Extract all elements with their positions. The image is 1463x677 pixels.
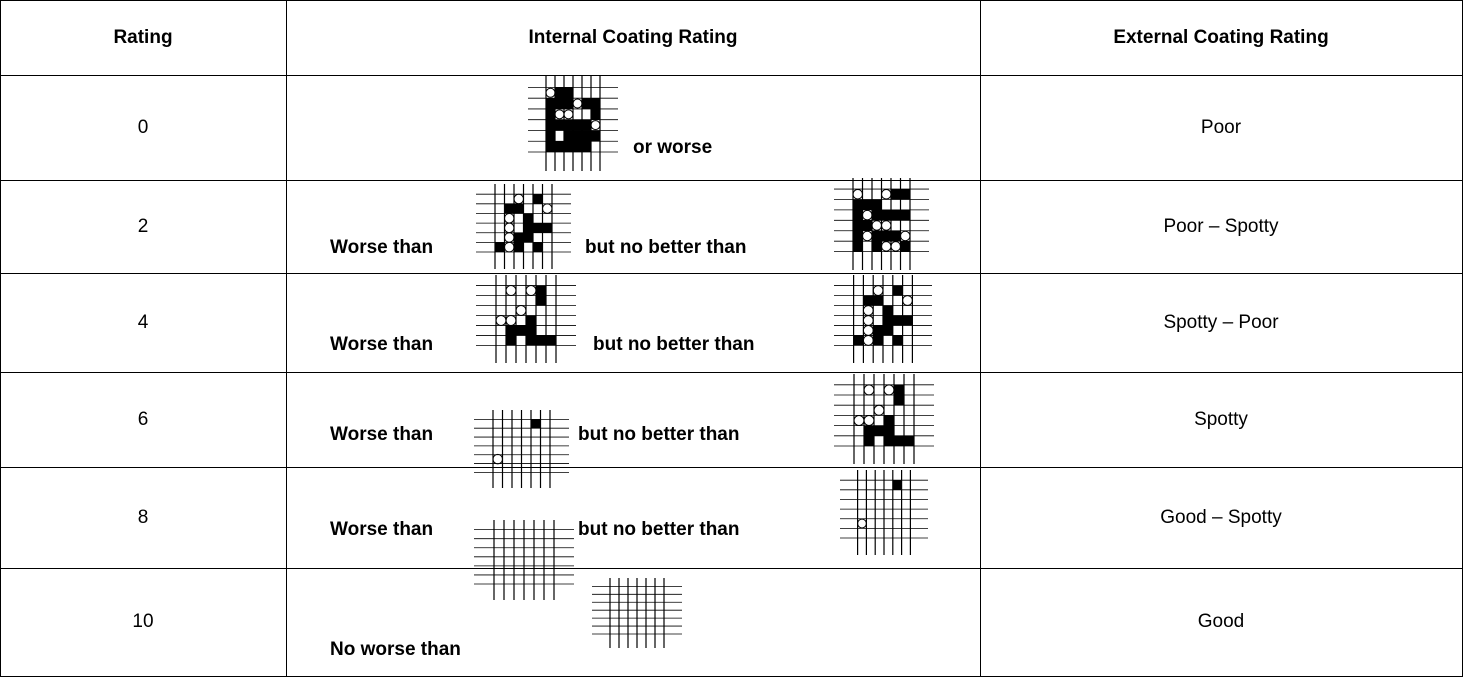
rule <box>0 0 1 677</box>
rating: 2 <box>138 216 149 238</box>
rating: 8 <box>138 507 149 529</box>
rating: 0 <box>138 117 149 139</box>
rating: 6 <box>138 409 149 431</box>
coating-image <box>592 578 682 648</box>
internal-text: but no better than <box>578 519 739 541</box>
rule <box>0 75 1462 76</box>
rule <box>0 568 1462 569</box>
internal-text: No worse than <box>330 639 461 661</box>
rule <box>0 273 1462 274</box>
coating-image <box>840 470 928 555</box>
external-rating: Good – Spotty <box>1160 507 1281 529</box>
header: Internal Coating Rating <box>529 27 738 49</box>
external-rating: Spotty <box>1194 409 1248 431</box>
internal-text: but no better than <box>578 424 739 446</box>
coating-image <box>834 275 932 363</box>
internal-text: but no better than <box>585 237 746 259</box>
rule <box>0 0 1462 1</box>
rule <box>0 180 1462 181</box>
external-rating: Spotty – Poor <box>1163 312 1278 334</box>
external-rating: Good <box>1198 611 1244 633</box>
page: Rating Internal Coating Rating External … <box>0 0 1463 677</box>
internal-text: Worse than <box>330 424 433 446</box>
header: External Coating Rating <box>1113 27 1328 49</box>
external-rating: Poor <box>1201 117 1241 139</box>
internal-text: or worse <box>633 137 712 159</box>
coating-image <box>476 184 571 269</box>
internal-text: Worse than <box>330 519 433 541</box>
rating: 4 <box>138 312 149 334</box>
coating-image <box>528 76 618 171</box>
rule <box>286 0 287 677</box>
rule <box>980 0 981 677</box>
internal-text: Worse than <box>330 237 433 259</box>
coating-image <box>834 374 934 464</box>
internal-text: Worse than <box>330 334 433 356</box>
external-rating: Poor – Spotty <box>1163 216 1278 238</box>
coating-image <box>834 178 929 270</box>
coating-image <box>474 410 569 488</box>
rule <box>0 467 1462 468</box>
rating: 10 <box>132 611 153 633</box>
internal-text: but no better than <box>593 334 754 356</box>
header: Rating <box>113 27 172 49</box>
rule <box>0 372 1462 373</box>
coating-image <box>474 520 574 600</box>
coating-image <box>476 275 576 363</box>
